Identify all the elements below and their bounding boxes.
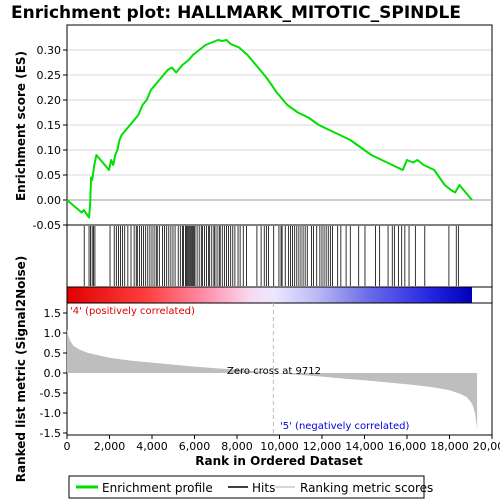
metric-y-ticks: -1.5 -1.0 -0.5 0.0 0.5 1.0 1.5 [40, 307, 67, 440]
x-tick-label: 4,000 [136, 440, 168, 453]
es-y-tick-label: 0.15 [37, 119, 62, 132]
x-tick-label: 14,000 [345, 440, 384, 453]
x-ticks: 0 2,000 4,000 6,000 8,000 10,000 12,000 14,000 1… [64, 435, 500, 453]
es-y-axis-label: Enrichment score (ES) [14, 51, 28, 201]
metric-panel: -1.5 -1.0 -0.5 0.0 0.5 1.0 1.5 '4' (positively… [14, 256, 493, 483]
legend-hits-label: Hits [252, 481, 275, 495]
x-tick-label: 8,000 [221, 440, 253, 453]
x-tick-label: 18,000 [430, 440, 469, 453]
metric-area [67, 329, 478, 429]
es-y-tick-label: 0.10 [37, 144, 62, 157]
es-y-tick-label: 0.25 [37, 69, 62, 82]
es-grid [67, 49, 492, 226]
metric-y-tick-label: 1.5 [44, 307, 62, 320]
es-y-tick-label: 0.05 [37, 169, 62, 182]
metric-y-tick-label: 0.5 [44, 347, 62, 360]
zero-cross-label: Zero cross at 9712 [227, 366, 321, 377]
es-y-ticks: -0.05 0.00 0.05 0.10 0.15 0.20 0.25 0.30 [33, 44, 67, 232]
x-tick-label: 6,000 [179, 440, 211, 453]
es-y-tick-label: 0.00 [37, 194, 62, 207]
x-tick-label: 0 [64, 440, 71, 453]
x-tick-label: 20,000 [473, 440, 500, 453]
metric-y-axis-label: Ranked list metric (Signal2Noise) [14, 256, 28, 483]
metric-y-tick-label: -1.5 [40, 427, 61, 440]
es-y-tick-label: 0.30 [37, 44, 62, 57]
metric-y-tick-label: -1.0 [40, 407, 61, 420]
metric-y-tick-label: -0.5 [40, 387, 61, 400]
legend: Enrichment profile Hits Ranking metric s… [68, 475, 433, 499]
es-y-tick-label: 0.20 [37, 94, 62, 107]
hits-panel [66, 224, 493, 288]
rank-color-bar [67, 287, 472, 303]
chart-title: Enrichment plot: HALLMARK_MITOTIC_SPINDL… [11, 3, 461, 23]
x-tick-label: 2,000 [94, 440, 126, 453]
es-y-tick-label: -0.05 [33, 219, 61, 232]
x-axis-label: Rank in Ordered Dataset [195, 454, 363, 468]
legend-enrichment-label: Enrichment profile [102, 481, 213, 495]
x-tick-label: 10,000 [260, 440, 299, 453]
positive-correlated-label: '4' (positively correlated) [70, 306, 195, 317]
negative-correlated-label: '5' (negatively correlated) [280, 421, 409, 432]
legend-metric-label: Ranking metric scores [300, 481, 433, 495]
x-tick-label: 16,000 [388, 440, 427, 453]
hits-panel-frame [66, 224, 493, 288]
hit-marks [83, 226, 459, 286]
es-panel: -0.05 0.00 0.05 0.10 0.15 0.20 0.25 0.30 Enrich… [14, 24, 493, 232]
x-tick-label: 12,000 [303, 440, 342, 453]
metric-y-tick-label: 1.0 [44, 327, 62, 340]
es-series-line [66, 39, 473, 219]
metric-y-tick-label: 0.0 [44, 367, 62, 380]
